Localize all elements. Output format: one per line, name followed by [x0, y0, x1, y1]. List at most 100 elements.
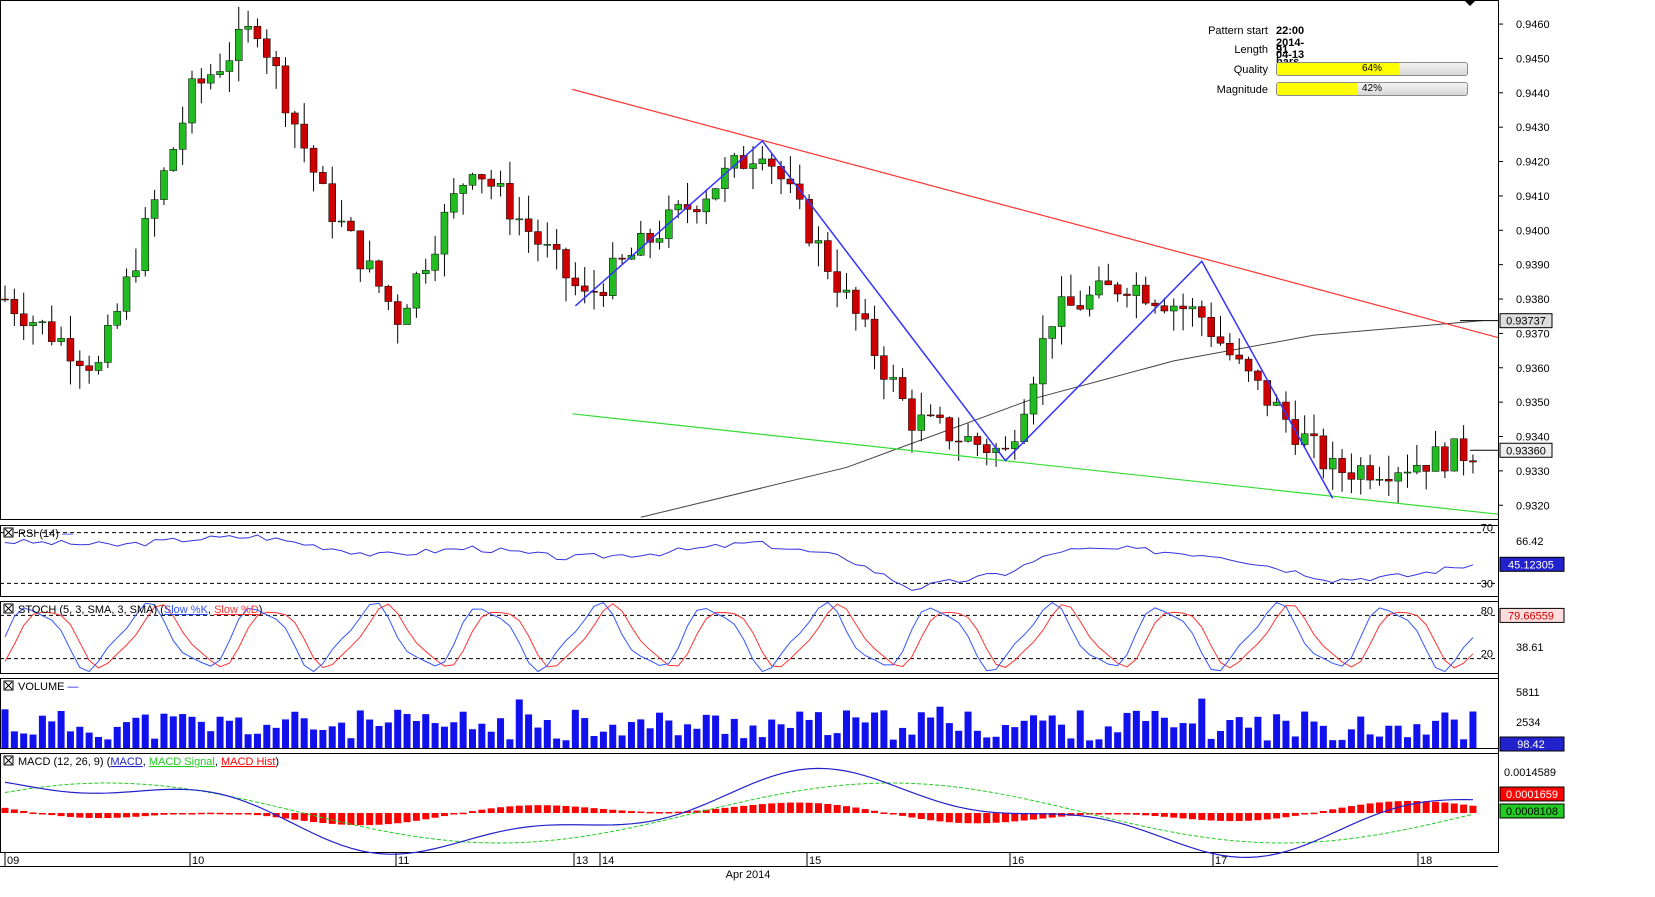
candle-body — [1216, 336, 1225, 344]
candle-body — [1226, 342, 1234, 356]
candle — [1328, 441, 1337, 490]
candle-body — [48, 321, 56, 342]
candle-body — [721, 167, 729, 189]
candle-body — [94, 362, 103, 371]
macd-hist-bar — [684, 811, 692, 813]
volume-bar — [1347, 729, 1355, 748]
candle-body — [113, 311, 121, 326]
candle — [880, 346, 888, 400]
macd-hist-bar — [1291, 813, 1299, 816]
candle-body — [1375, 479, 1384, 481]
macd-hist-bar — [216, 812, 224, 815]
candle-body — [1020, 413, 1028, 442]
macd-hist-bar — [403, 813, 411, 823]
candle-body — [1394, 472, 1402, 482]
macd-hist-bar — [852, 807, 860, 813]
macd-hist-bar — [1179, 813, 1187, 819]
magnitude-bar: 42% — [1276, 82, 1468, 96]
rsi-tick-label: 70 — [1481, 523, 1493, 535]
volume-bar — [917, 712, 925, 748]
candle — [263, 29, 271, 74]
candle — [347, 216, 355, 232]
volume-bar — [1104, 726, 1112, 748]
candle — [926, 404, 935, 418]
candle — [85, 355, 93, 384]
candle — [1067, 274, 1075, 306]
candle — [244, 10, 252, 43]
candle-body — [10, 299, 19, 315]
candle — [1347, 453, 1356, 494]
volume-bar — [469, 729, 476, 748]
candle-body — [1123, 293, 1131, 296]
candle-body — [468, 174, 477, 186]
candle-body — [1422, 464, 1430, 472]
candle-body — [870, 318, 879, 356]
volume-bar — [188, 716, 196, 748]
candle — [365, 240, 374, 273]
volume-bar — [665, 720, 673, 748]
volume-bar — [712, 715, 720, 748]
candle-body — [141, 218, 149, 272]
macd-hist-bar — [824, 803, 832, 813]
candle-body — [954, 440, 963, 443]
candle-body — [160, 170, 168, 200]
macd-hist-bar — [1263, 813, 1271, 820]
macd-hist-bar — [1217, 813, 1224, 821]
macd-hist-bar — [721, 807, 729, 813]
candle-body — [393, 301, 402, 325]
macd-hist-bar — [1338, 807, 1346, 813]
candle-body — [609, 257, 617, 296]
volume-bar — [1291, 736, 1299, 748]
volume-bar — [562, 740, 570, 748]
volume-bar — [1338, 739, 1346, 748]
macd-hist-bar — [1319, 810, 1327, 813]
macd-hist-bar — [1413, 800, 1421, 813]
volume-bar — [1048, 715, 1056, 748]
candle — [478, 173, 486, 194]
candle — [225, 42, 234, 93]
volume-bar — [235, 717, 243, 748]
x-axis-month-label: Apr 2014 — [726, 869, 771, 881]
candle-body — [711, 188, 720, 200]
volume-bar — [1282, 720, 1290, 748]
candle-body — [132, 270, 140, 278]
macd-hist-bar — [207, 812, 215, 815]
candle-body — [281, 65, 290, 114]
y-tick-label: 0.9330 — [1516, 466, 1550, 478]
candle-body — [496, 183, 505, 187]
candle-body — [833, 271, 841, 293]
quality-value: 64% — [1361, 63, 1382, 74]
candle-body — [926, 414, 935, 417]
candle-body — [66, 338, 75, 362]
volume-bar — [347, 738, 355, 748]
macd-hist-bar — [1114, 813, 1122, 815]
macd-hist-bar — [553, 805, 561, 813]
candle — [1357, 457, 1365, 495]
candle-body — [889, 377, 897, 380]
candle-body — [1347, 472, 1356, 480]
value-box-label: 98.42 — [1517, 739, 1545, 751]
candle-body — [917, 414, 926, 431]
candle — [1085, 286, 1094, 317]
macd-hist-bar — [38, 813, 46, 815]
candle — [403, 304, 411, 325]
candle — [29, 315, 37, 345]
candle-body — [552, 244, 561, 250]
candle-body — [805, 199, 813, 244]
candle-body — [1300, 433, 1309, 445]
x-tick-label: 15 — [809, 855, 821, 867]
macd-hist-bar — [908, 813, 916, 818]
candle — [1207, 302, 1215, 348]
volume-bar — [179, 714, 187, 748]
macd-hist-bar — [48, 813, 56, 816]
volume-bar — [1329, 740, 1337, 748]
candle — [861, 298, 869, 328]
macd-hist-bar — [786, 802, 794, 813]
candle — [487, 169, 495, 200]
volume-bar — [889, 739, 897, 748]
macd-hist-bar — [814, 803, 822, 813]
candle — [562, 247, 570, 302]
candle — [936, 406, 944, 424]
macd-hist-bar — [656, 812, 663, 814]
volume-bar — [964, 711, 972, 748]
